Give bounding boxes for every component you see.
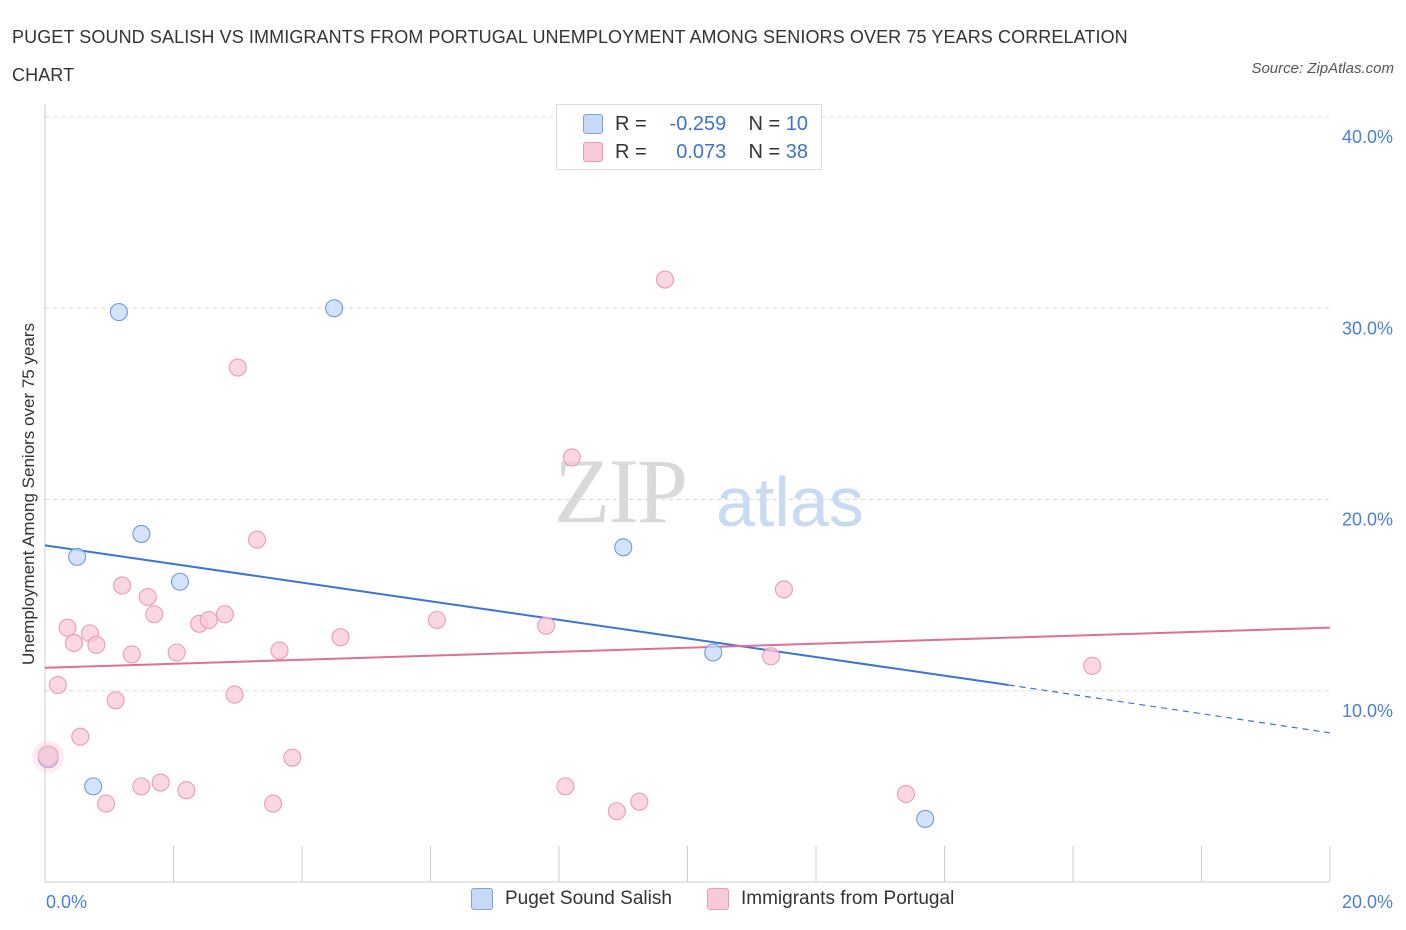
trend-layer	[44, 544, 1331, 734]
data-point-portugal	[655, 270, 675, 289]
data-point-portugal	[761, 647, 781, 666]
source-note: Source: ZipAtlas.com	[1251, 60, 1394, 77]
legend-label-portugal: Immigrants from Portugal	[741, 888, 955, 909]
legend-swatch-blue	[583, 114, 603, 134]
data-point-salish	[916, 809, 935, 828]
data-point-portugal	[48, 675, 67, 695]
legend-item-salish: Puget Sound Salish	[471, 888, 672, 910]
data-point-portugal	[87, 635, 106, 654]
data-point-portugal	[774, 580, 793, 599]
data-point-portugal	[64, 633, 83, 652]
y-tick-label: 30.0%	[1342, 318, 1393, 338]
legend-n-value: 10	[785, 112, 808, 135]
data-point-salish	[109, 303, 128, 322]
legend-n-value: 38	[785, 140, 808, 163]
data-point-portugal	[331, 628, 350, 647]
y-tick-label: 40.0%	[1342, 127, 1393, 147]
data-point-portugal	[96, 794, 116, 813]
data-point-portugal	[607, 802, 626, 821]
legend-label-salish: Puget Sound Salish	[505, 888, 672, 909]
data-point-portugal	[556, 777, 575, 796]
chart-title: PUGET SOUND SALISH VS IMMIGRANTS FROM PO…	[12, 27, 1128, 85]
legend-r-label: R =	[615, 112, 647, 135]
data-point-salish	[325, 299, 344, 318]
data-point-cluster	[32, 740, 65, 773]
trendline-salish-extension	[1008, 684, 1331, 734]
x-tick-label: 0.0%	[46, 892, 87, 912]
data-point-salish	[704, 643, 723, 662]
data-point-salish	[132, 524, 151, 543]
grid-layer	[45, 116, 1330, 692]
data-point-portugal	[630, 792, 649, 811]
legend-item-portugal: Immigrants from Portugal	[707, 888, 954, 910]
data-point-portugal	[562, 448, 581, 467]
data-point-portugal	[283, 748, 302, 767]
points-layer	[32, 270, 1102, 828]
data-point-portugal	[71, 727, 90, 746]
x-tick-label: 20.0%	[1342, 892, 1393, 912]
data-point-portugal	[228, 358, 247, 377]
legend-r-label: R =	[615, 140, 647, 163]
data-point-portugal	[199, 610, 218, 630]
legend-swatch-pink	[707, 888, 729, 910]
data-point-portugal	[113, 576, 132, 595]
legend-swatch-blue	[471, 888, 493, 910]
data-point-portugal	[270, 641, 289, 660]
trendline-salish	[44, 544, 1009, 687]
series-legend: Puget Sound Salish Immigrants from Portu…	[0, 888, 1406, 916]
watermark-atlas: atlas	[716, 463, 864, 541]
data-point-portugal	[1083, 656, 1102, 675]
data-point-portugal	[122, 645, 141, 664]
data-point-salish	[170, 572, 189, 591]
data-point-portugal	[427, 610, 446, 630]
data-point-portugal	[896, 784, 916, 804]
y-axis-label: Unemployment Among Seniors over 75 years	[19, 323, 38, 665]
data-point-portugal	[264, 794, 283, 813]
data-point-portugal	[167, 643, 186, 662]
data-point-portugal	[132, 777, 151, 796]
data-point-portugal	[225, 685, 244, 704]
legend-r-value: -0.259	[669, 112, 727, 135]
data-point-portugal	[145, 605, 164, 624]
legend-n-label: N =	[748, 140, 781, 163]
data-point-portugal	[138, 587, 157, 607]
data-point-salish	[68, 547, 87, 566]
data-point-salish	[614, 538, 633, 557]
data-point-portugal	[177, 781, 196, 800]
data-point-portugal	[247, 530, 267, 549]
legend-row-salish: R = -0.259 N = 10	[583, 111, 808, 137]
legend-r-value: 0.073	[676, 140, 727, 163]
trendline-portugal	[44, 626, 1331, 669]
data-point-portugal	[215, 605, 234, 624]
legend-swatch-pink	[583, 142, 603, 162]
data-point-salish	[84, 777, 103, 796]
data-point-portugal	[37, 745, 59, 767]
data-point-portugal	[151, 773, 170, 792]
legend-row-portugal: R = 0.073 N = 38	[583, 139, 808, 165]
y-tick-label: 10.0%	[1342, 701, 1393, 721]
data-point-portugal	[537, 616, 556, 635]
y-tick-label: 20.0%	[1342, 510, 1393, 530]
data-point-portugal	[106, 691, 125, 710]
tick-label-layer: 10.0% 20.0% 30.0% 40.0% 0.0% 20.0%	[46, 127, 1393, 912]
legend-n-label: N =	[748, 112, 781, 135]
data-point-portugal	[58, 618, 77, 637]
correlation-legend: R = -0.259 N = 10 R = 0.073 N = 38	[556, 104, 822, 170]
axis-layer	[44, 104, 1331, 883]
